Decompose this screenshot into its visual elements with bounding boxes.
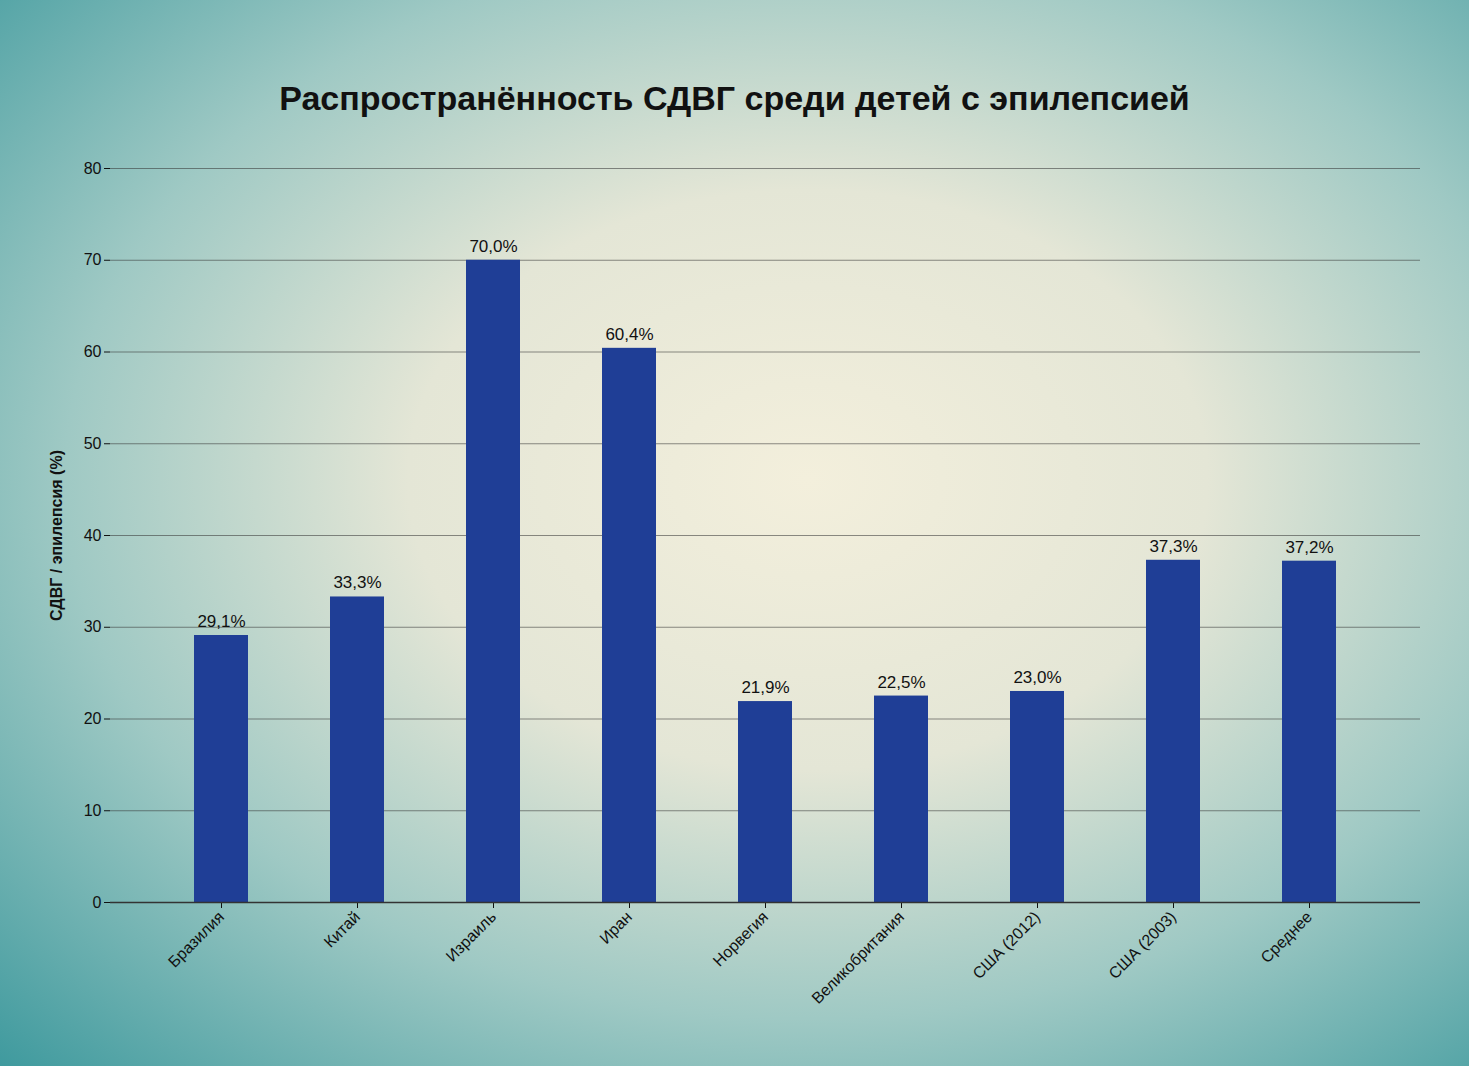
svg-text:60: 60 xyxy=(84,343,102,360)
svg-text:30: 30 xyxy=(84,618,102,635)
svg-text:23,0%: 23,0% xyxy=(1013,668,1061,687)
svg-text:29,1%: 29,1% xyxy=(197,612,245,631)
svg-text:80: 80 xyxy=(84,160,102,177)
svg-text:70: 70 xyxy=(84,251,102,268)
svg-text:0: 0 xyxy=(93,894,102,911)
svg-text:Среднее: Среднее xyxy=(1257,908,1315,966)
svg-text:СДВГ / эпилепсия (%): СДВГ / эпилепсия (%) xyxy=(48,450,65,621)
svg-text:США (2012): США (2012) xyxy=(969,908,1043,982)
svg-text:США (2003): США (2003) xyxy=(1105,908,1179,982)
svg-text:70,0%: 70,0% xyxy=(469,237,517,256)
svg-text:37,3%: 37,3% xyxy=(1149,537,1197,556)
svg-text:20: 20 xyxy=(84,710,102,727)
svg-text:40: 40 xyxy=(84,527,102,544)
svg-text:Норвегия: Норвегия xyxy=(710,908,772,970)
svg-text:50: 50 xyxy=(84,435,102,452)
svg-text:60,4%: 60,4% xyxy=(605,325,653,344)
svg-text:Китай: Китай xyxy=(321,908,364,951)
svg-text:37,2%: 37,2% xyxy=(1285,538,1333,557)
svg-text:10: 10 xyxy=(84,802,102,819)
html-text:Распространённость СДВГ среди: Распространённость СДВГ среди детей с эп… xyxy=(279,79,1190,117)
svg-text:33,3%: 33,3% xyxy=(333,573,381,592)
svg-text:22,5%: 22,5% xyxy=(877,673,925,692)
svg-text:21,9%: 21,9% xyxy=(741,678,789,697)
svg-text:Иран: Иран xyxy=(596,908,635,947)
svg-text:Израиль: Израиль xyxy=(442,908,499,965)
svg-text:Великобритания: Великобритания xyxy=(808,908,907,1007)
svg-text:Бразилия: Бразилия xyxy=(165,908,227,970)
